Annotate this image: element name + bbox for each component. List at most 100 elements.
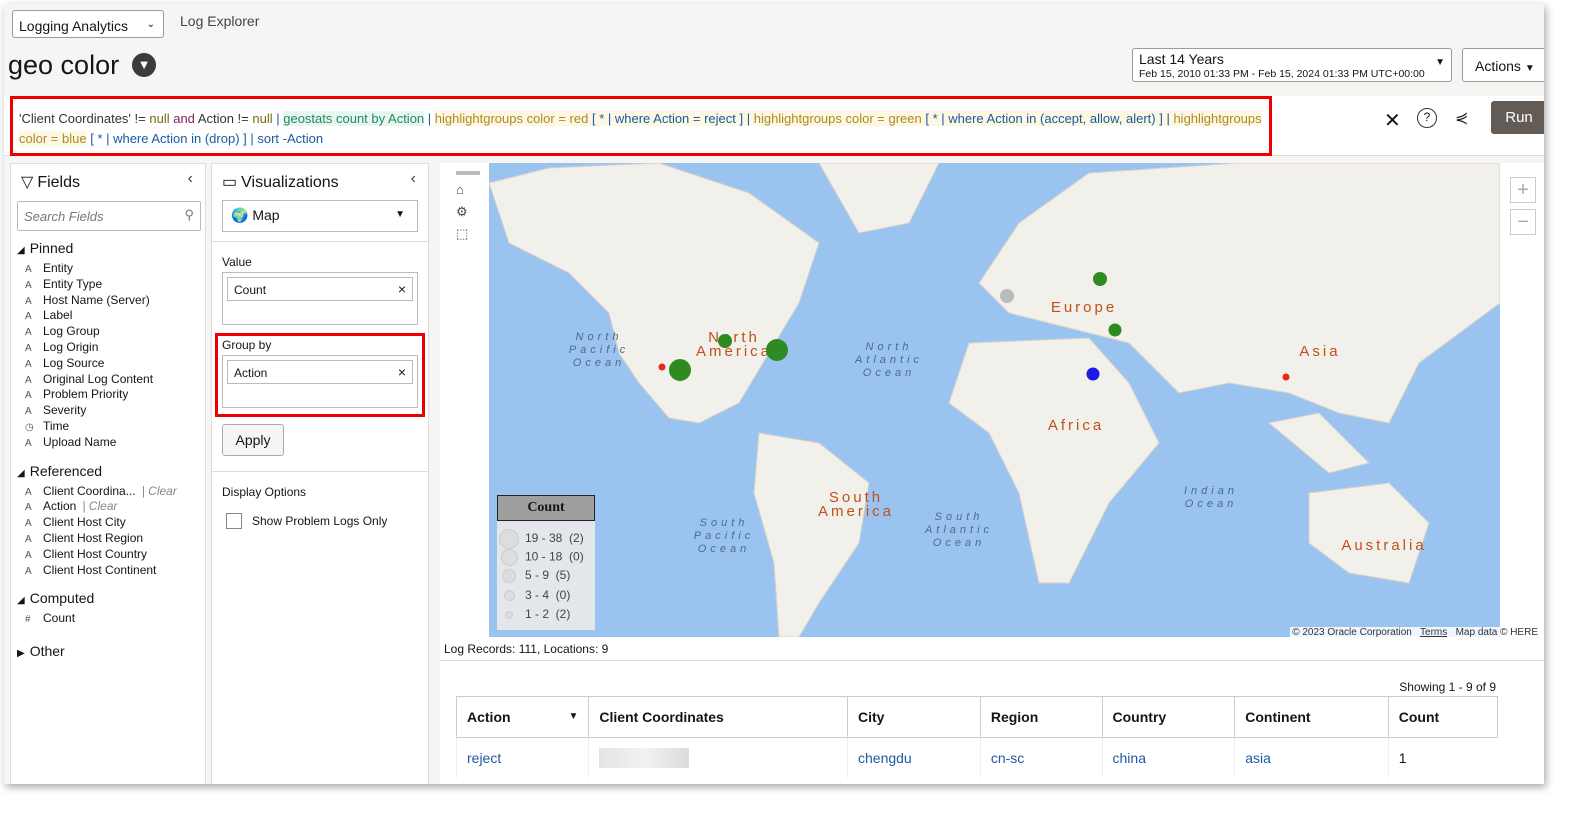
field-type-icon: A — [25, 374, 32, 386]
column-header[interactable]: City — [847, 696, 981, 738]
viz-title: Visualizations — [241, 174, 339, 191]
settings-icon[interactable]: ⚙ — [456, 204, 468, 219]
page-title: geo color — [8, 50, 120, 80]
field-item[interactable]: ◷ Time — [25, 419, 69, 433]
group-by-dropzone[interactable]: Action × — [222, 355, 418, 408]
section-other[interactable]: ▶ Other — [17, 643, 65, 659]
section-referenced[interactable]: ◢ Referenced — [17, 463, 102, 479]
field-type-icon: A — [25, 295, 32, 307]
field-item[interactable]: A Original Log Content — [25, 372, 153, 386]
q-token: != — [130, 111, 150, 126]
actions-menu-button[interactable]: Actions ▼ — [1462, 48, 1544, 82]
home-icon[interactable]: ⌂ — [456, 182, 464, 197]
cell-action[interactable]: reject — [455, 737, 589, 778]
field-item[interactable]: A Severity — [25, 403, 86, 417]
column-header[interactable]: Action ▼ — [455, 696, 590, 738]
map-point-green[interactable] — [766, 339, 788, 361]
viz-type-select[interactable]: 🌍 Map ▼ — [222, 200, 418, 232]
clear-link[interactable]: | Clear — [141, 483, 177, 498]
field-item[interactable]: A Log Origin — [25, 340, 98, 354]
legend-label: 3 - 4 (0) — [525, 587, 571, 602]
field-item[interactable]: A Label — [25, 308, 72, 322]
collapsed-icon: ▶ — [17, 648, 25, 660]
breadcrumb[interactable]: Log Explorer — [180, 13, 260, 29]
field-item[interactable]: A Entity Type — [25, 277, 102, 291]
land-south-america — [753, 432, 870, 637]
map-point-gray[interactable] — [1000, 289, 1014, 303]
field-item[interactable]: # Count — [25, 611, 75, 625]
apply-button[interactable]: Apply — [222, 424, 284, 456]
column-header[interactable]: Client Coordinates — [588, 696, 848, 738]
field-item[interactable]: A Client Host Continent — [25, 563, 156, 577]
remove-icon[interactable]: × — [397, 364, 406, 380]
field-item[interactable]: A Client Coordina... | Clear — [25, 484, 177, 498]
field-item[interactable]: A Client Host Country — [25, 547, 147, 561]
fields-panel: ▽ Fields ‹ Search Fields ⚲ ◢ Pinned A Entity A… — [10, 163, 206, 784]
sort-desc-icon[interactable]: ▼ — [568, 711, 579, 722]
help-icon[interactable]: ? — [1417, 108, 1437, 128]
time-range-picker[interactable]: Last 14 Years Feb 15, 2010 01:33 PM - Feb… — [1132, 48, 1452, 82]
field-item[interactable]: A Problem Priority — [25, 387, 128, 401]
section-computed[interactable]: ◢ Computed — [17, 590, 94, 606]
terms-link[interactable]: Terms — [1420, 627, 1448, 638]
caret-down-icon: ▼ — [1524, 63, 1535, 74]
cell-city[interactable]: chengdu — [847, 737, 981, 778]
map-point-green[interactable] — [718, 334, 732, 348]
field-item[interactable]: A Action | Clear — [25, 499, 118, 513]
field-item[interactable]: A Upload Name — [25, 435, 116, 449]
field-name: Entity — [43, 261, 74, 275]
map-point-blue[interactable] — [1086, 367, 1100, 381]
cell-region[interactable]: cn-sc — [979, 737, 1103, 778]
remove-icon[interactable]: × — [397, 281, 406, 297]
field-name: Client Coordina... — [43, 483, 136, 498]
q-token: [ * | where Action = reject ] | — [588, 111, 754, 126]
column-header[interactable]: Count — [1387, 696, 1499, 738]
select-region-icon[interactable]: ⬚ — [456, 226, 469, 241]
cell-count: 1 — [1387, 737, 1498, 778]
field-item[interactable]: A Client Host Region — [25, 531, 143, 545]
collapse-icon[interactable]: ‹ — [187, 170, 193, 187]
world-map[interactable]: North America South America Europe Africa As… — [489, 163, 1500, 637]
cell-continent[interactable]: asia — [1234, 737, 1389, 778]
column-header[interactable]: Continent — [1234, 696, 1389, 738]
search-fields-input[interactable]: Search Fields ⚲ — [17, 201, 201, 231]
value-dropzone[interactable]: Count × — [222, 272, 418, 325]
field-type-icon: A — [25, 549, 32, 561]
field-item[interactable]: A Entity — [25, 261, 73, 275]
map-point-green[interactable] — [669, 359, 691, 381]
group-by-chip[interactable]: Action × — [227, 360, 413, 384]
app-selector[interactable]: Logging Analytics ⌄ — [12, 10, 164, 38]
collapse-icon[interactable]: ‹ — [410, 170, 416, 187]
legend-row: 10 - 18 (0) — [499, 548, 584, 566]
field-item[interactable]: A Log Group — [25, 324, 100, 338]
query-editor[interactable]: 'Client Coordinates' != null and Action … — [10, 96, 1272, 156]
field-item[interactable]: A Host Name (Server) — [25, 293, 150, 307]
legend-circle-icon — [499, 529, 519, 549]
map-point-green[interactable] — [1108, 323, 1122, 337]
zoom-out-button[interactable]: − — [1510, 209, 1536, 235]
field-name: Original Log Content — [43, 371, 154, 386]
map-point-red[interactable] — [658, 363, 666, 371]
chip-label: Action — [234, 366, 268, 380]
field-type-icon: A — [25, 279, 32, 291]
zoom-in-button[interactable]: + — [1510, 177, 1536, 203]
map-point-green[interactable] — [1093, 272, 1107, 286]
column-header[interactable]: Region — [979, 696, 1103, 738]
field-item[interactable]: A Client Host City — [25, 515, 126, 529]
legend-row: 5 - 9 (5) — [499, 568, 570, 583]
field-item[interactable]: A Log Source — [25, 356, 104, 370]
value-chip[interactable]: Count × — [227, 277, 413, 301]
clear-query-icon[interactable]: ✕ — [1384, 110, 1401, 132]
show-problem-checkbox[interactable] — [226, 513, 242, 529]
clear-link[interactable]: | Clear — [82, 499, 118, 514]
share-icon[interactable]: ⋞ — [1455, 110, 1469, 127]
column-header[interactable]: Country — [1101, 696, 1236, 738]
q-token: highlightgroups color = green — [753, 111, 922, 126]
caret-down-icon: ▼ — [395, 209, 405, 220]
map-point-red[interactable] — [1282, 373, 1290, 381]
section-pinned[interactable]: ◢ Pinned — [17, 240, 73, 256]
cell-country[interactable]: china — [1101, 737, 1235, 778]
filter-icon[interactable]: ▼ — [132, 53, 156, 77]
q-token: | — [424, 111, 435, 126]
run-button[interactable]: Run — [1491, 101, 1544, 134]
